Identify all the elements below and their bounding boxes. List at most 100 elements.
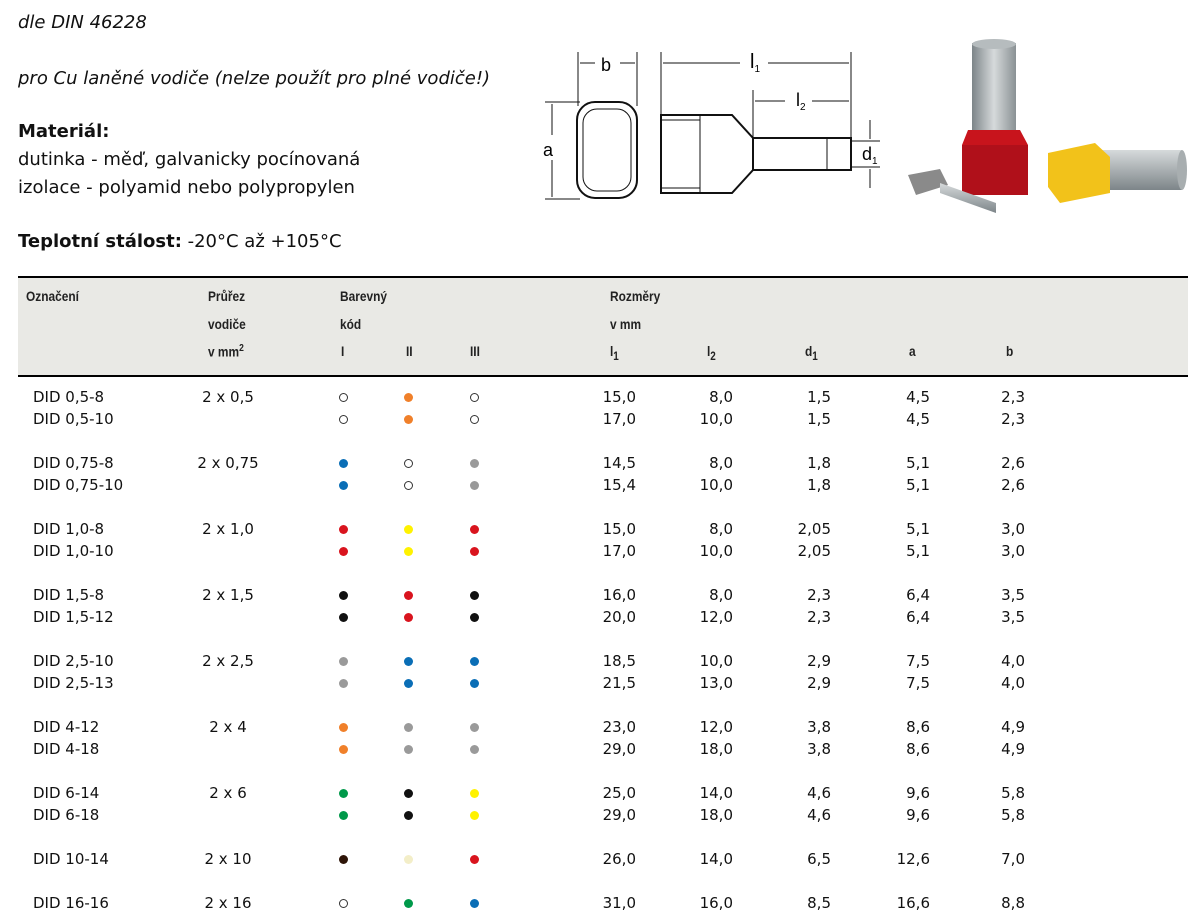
header-dims-1: Rozměry — [610, 288, 661, 304]
color-dot-white — [470, 415, 479, 424]
color-dot-cream — [404, 855, 413, 864]
dim-l1: 15,0 — [602, 388, 636, 406]
dim-d1: 2,3 — [807, 586, 831, 604]
color-dot-blue — [404, 657, 413, 666]
color-dot-white — [404, 459, 413, 468]
header-color-2: kód — [340, 316, 362, 332]
color-dot-blue — [339, 459, 348, 468]
cross-section: 2 x 1,0 — [202, 520, 254, 538]
color-dot-black — [404, 789, 413, 798]
dim-d1: 3,8 — [807, 740, 831, 758]
dim-l2: 10,0 — [699, 410, 733, 428]
color-dot-white — [404, 481, 413, 490]
color-dot-black — [470, 591, 479, 600]
dim-b-label: b — [601, 55, 611, 75]
dim-b: 3,5 — [1001, 586, 1025, 604]
dim-b: 2,3 — [1001, 388, 1025, 406]
dim-b: 4,0 — [1001, 652, 1025, 670]
dim-a: 12,6 — [896, 850, 930, 868]
dim-l2: 8,0 — [709, 586, 733, 604]
dim-b: 5,8 — [1001, 784, 1025, 802]
dim-b: 3,0 — [1001, 542, 1025, 560]
material-label: Materiál: — [18, 121, 110, 142]
dim-b: 2,6 — [1001, 454, 1025, 472]
dim-d1: 2,9 — [807, 674, 831, 692]
designation: DID 10-14 — [33, 850, 109, 868]
dim-a: 7,5 — [906, 652, 930, 670]
header-l1: l1 — [610, 343, 619, 363]
dim-l2: 8,0 — [709, 520, 733, 538]
designation: DID 0,5-8 — [33, 388, 105, 406]
color-dot-brown — [339, 855, 348, 864]
dim-a: 8,6 — [906, 718, 930, 736]
dim-l2-label: l2 — [796, 90, 806, 113]
dim-a: 7,5 — [906, 674, 930, 692]
dim-l1: 17,0 — [602, 542, 636, 560]
dim-l2: 14,0 — [699, 784, 733, 802]
dim-l1: 21,5 — [602, 674, 636, 692]
header-l2: l2 — [707, 343, 716, 363]
color-dot-blue — [470, 679, 479, 688]
dim-d1: 6,5 — [807, 850, 831, 868]
dim-d1-label: d1 — [862, 144, 878, 167]
dim-b: 5,8 — [1001, 806, 1025, 824]
dim-l2: 14,0 — [699, 850, 733, 868]
dim-a: 8,6 — [906, 740, 930, 758]
color-dot-gray — [470, 459, 479, 468]
dim-d1: 1,8 — [807, 476, 831, 494]
material-line-1: dutinka - měď, galvanicky pocínovaná — [18, 149, 361, 170]
dim-l1: 29,0 — [602, 806, 636, 824]
dim-l1: 14,5 — [602, 454, 636, 472]
dim-d1: 2,3 — [807, 608, 831, 626]
dim-l2: 10,0 — [699, 652, 733, 670]
dim-d1: 8,5 — [807, 894, 831, 912]
dim-l1: 25,0 — [602, 784, 636, 802]
color-dot-gray — [339, 657, 348, 666]
color-dot-black — [470, 613, 479, 622]
dim-b: 4,9 — [1001, 718, 1025, 736]
header-designation: Označení — [26, 288, 79, 304]
dim-d1: 4,6 — [807, 784, 831, 802]
color-dot-blue — [339, 481, 348, 490]
cross-section: 2 x 10 — [204, 850, 252, 868]
header-dims-2: v mm — [610, 316, 642, 332]
dim-a: 6,4 — [906, 586, 930, 604]
designation: DID 0,5-10 — [33, 410, 114, 428]
dim-l1: 29,0 — [602, 740, 636, 758]
designation: DID 6-14 — [33, 784, 100, 802]
dim-l1: 15,4 — [602, 476, 636, 494]
color-dot-red — [339, 525, 348, 534]
header-section-3: v mm2 — [208, 343, 244, 360]
cross-section: 2 x 0,5 — [202, 388, 254, 406]
dim-d1: 2,05 — [797, 542, 831, 560]
color-dot-yellow — [404, 525, 413, 534]
designation: DID 2,5-10 — [33, 652, 114, 670]
dim-l2: 12,0 — [699, 718, 733, 736]
dim-d1: 1,5 — [807, 410, 831, 428]
dim-l1: 16,0 — [602, 586, 636, 604]
dim-l1: 31,0 — [602, 894, 636, 912]
color-dot-white — [339, 393, 348, 402]
cross-section: 2 x 0,75 — [197, 454, 259, 472]
dim-l2: 8,0 — [709, 454, 733, 472]
dim-a: 4,5 — [906, 388, 930, 406]
header-a: a — [909, 343, 916, 359]
designation: DID 0,75-10 — [33, 476, 124, 494]
color-dot-blue — [404, 679, 413, 688]
dim-l1: 17,0 — [602, 410, 636, 428]
designation: DID 0,75-8 — [33, 454, 114, 472]
dim-l2: 13,0 — [699, 674, 733, 692]
color-dot-yellow — [470, 789, 479, 798]
color-dot-blue — [470, 899, 479, 908]
dim-b: 4,9 — [1001, 740, 1025, 758]
dim-l1: 26,0 — [602, 850, 636, 868]
dim-b: 4,0 — [1001, 674, 1025, 692]
dim-a: 5,1 — [906, 542, 930, 560]
header-color-1: Barevný — [340, 288, 387, 304]
dim-b: 2,3 — [1001, 410, 1025, 428]
dim-l2: 18,0 — [699, 806, 733, 824]
designation: DID 1,0-8 — [33, 520, 105, 538]
dim-l1-label: l1 — [750, 51, 760, 75]
color-dot-green — [339, 789, 348, 798]
dim-b: 7,0 — [1001, 850, 1025, 868]
